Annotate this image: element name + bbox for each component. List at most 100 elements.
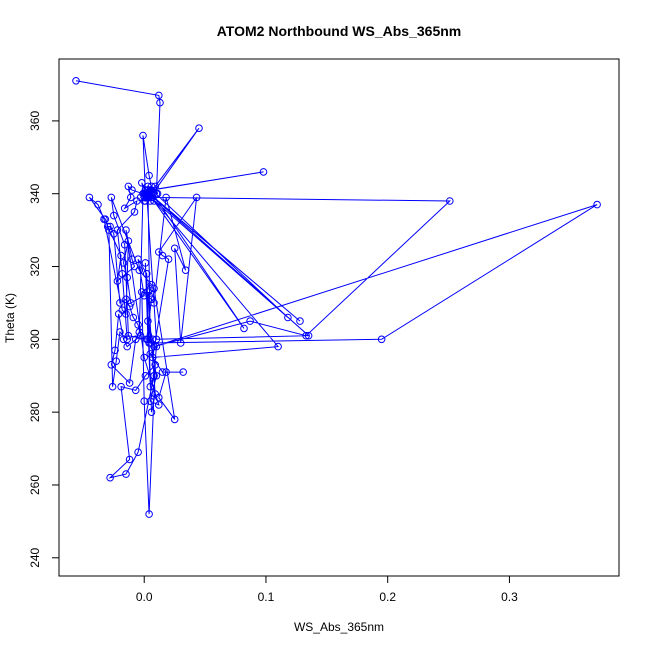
data-point: [147, 280, 156, 289]
y-tick-label: 360: [28, 111, 42, 131]
data-point: [144, 335, 152, 344]
data-point: [304, 331, 313, 340]
data-point: [135, 266, 144, 275]
data-point: [127, 193, 135, 202]
data-point: [107, 193, 116, 202]
data-point: [117, 382, 125, 391]
data-point: [145, 171, 153, 180]
data-point: [134, 448, 142, 457]
data-point: [116, 299, 124, 307]
data-point: [140, 397, 148, 406]
data-point: [118, 270, 127, 278]
data-point: [108, 382, 117, 391]
data-point: [593, 200, 601, 209]
data-point: [125, 302, 134, 311]
data-point: [100, 215, 108, 223]
y-axis-label: Theta (K): [3, 293, 17, 343]
data-point: [144, 317, 152, 325]
data-point: [112, 357, 120, 366]
y-tick-label: 320: [28, 256, 42, 276]
data-point: [131, 335, 140, 344]
data-point: [152, 342, 161, 351]
data-point: [192, 193, 201, 202]
data-point: [110, 211, 118, 220]
data-point: [141, 259, 150, 267]
data-point: [133, 197, 141, 205]
y-tick-label: 280: [28, 402, 42, 422]
data-point: [125, 455, 134, 464]
data-point: [134, 255, 142, 264]
data-point: [124, 182, 133, 191]
data-series: [72, 77, 601, 518]
data-point: [170, 244, 179, 253]
y-tick-label: 240: [28, 547, 42, 567]
data-point: [240, 324, 248, 333]
x-axis-label: WS_Abs_365nm: [294, 620, 384, 634]
data-point: [130, 262, 139, 271]
data-point: [120, 240, 129, 249]
data-point: [113, 277, 122, 285]
data-point: [170, 415, 179, 424]
data-point: [151, 361, 159, 369]
data-point: [119, 259, 128, 267]
data-point: [134, 321, 142, 329]
data-point: [125, 379, 134, 387]
x-axis: 0.0 0.1 0.2 0.3: [136, 575, 518, 604]
data-point: [138, 179, 146, 187]
data-point: [158, 368, 167, 376]
data-point: [153, 189, 162, 198]
data-point: [122, 470, 130, 478]
data-point: [142, 189, 151, 198]
data-point: [377, 335, 386, 344]
data-point: [116, 328, 124, 336]
data-point: [139, 189, 147, 198]
data-point: [85, 193, 94, 202]
y-tick-label: 260: [28, 475, 42, 495]
data-point: [195, 124, 203, 132]
data-point: [94, 200, 102, 209]
data-point: [152, 335, 161, 344]
x-tick-label: 0.0: [136, 590, 153, 604]
data-point: [129, 313, 138, 322]
data-point: [176, 339, 185, 347]
data-point: [179, 368, 187, 376]
data-point: [156, 98, 164, 107]
data-point: [117, 251, 125, 260]
data-point: [155, 401, 163, 409]
data-point: [155, 91, 163, 100]
y-axis: 240 260 280 300 320 340 360: [28, 111, 60, 568]
data-point: [142, 270, 151, 278]
data-point: [144, 288, 152, 296]
data-point: [72, 77, 80, 85]
data-point: [147, 408, 156, 417]
data-point: [162, 193, 170, 202]
x-tick-label: 0.1: [258, 590, 275, 604]
data-point: [138, 288, 146, 296]
data-point: [146, 350, 155, 358]
data-point: [139, 131, 147, 140]
data-point: [122, 310, 130, 318]
data-point: [135, 328, 144, 336]
data-point: [155, 393, 163, 402]
data-point: [150, 372, 158, 380]
data-point: [141, 372, 150, 380]
data-point: [107, 361, 116, 369]
data-point: [296, 317, 304, 325]
data-point: [152, 372, 161, 380]
data-point: [119, 335, 128, 344]
data-point: [111, 346, 119, 355]
data-point: [146, 382, 155, 391]
x-tick-label: 0.2: [379, 590, 396, 604]
data-point: [127, 299, 135, 307]
data-point: [274, 342, 282, 351]
data-point: [147, 193, 156, 202]
y-tick-label: 340: [28, 183, 42, 203]
data-point: [162, 368, 170, 376]
data-point: [181, 266, 190, 275]
data-point: [123, 335, 131, 344]
data-point: [130, 208, 139, 216]
data-point: [105, 226, 113, 234]
data-point: [106, 222, 114, 231]
data-point: [131, 386, 140, 395]
